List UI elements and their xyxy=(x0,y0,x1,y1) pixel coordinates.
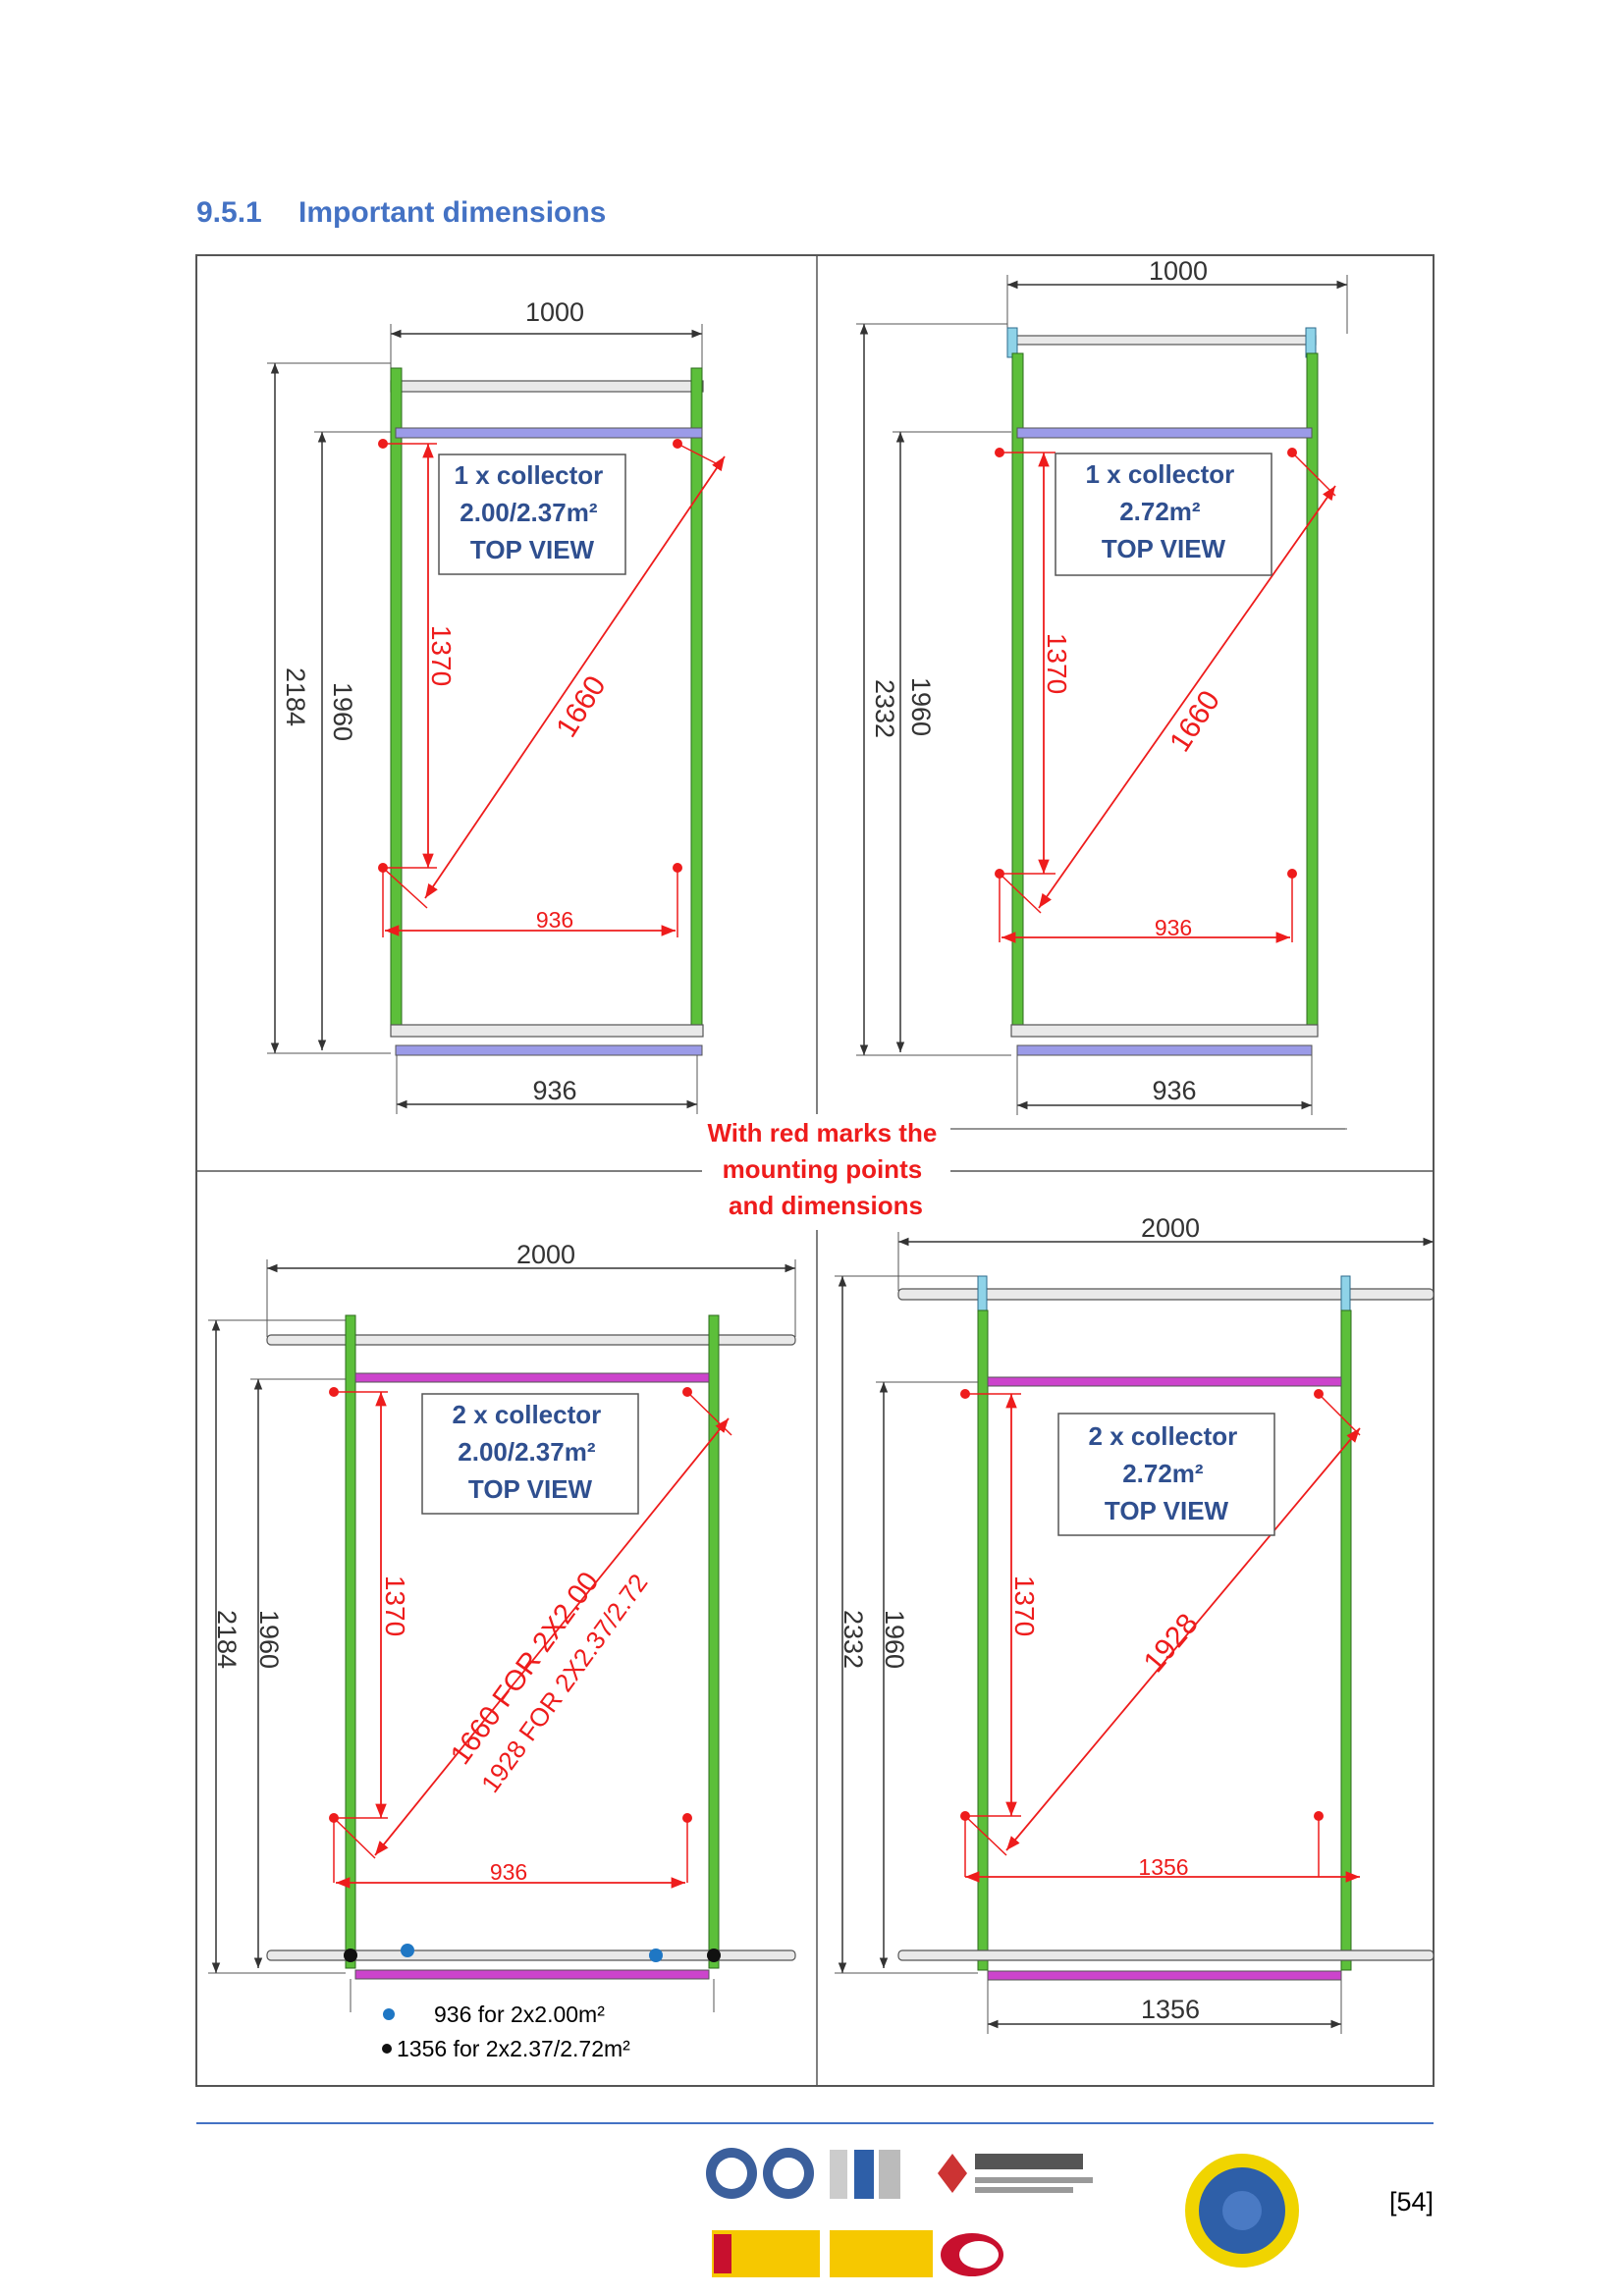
note-line: and dimensions xyxy=(729,1191,923,1220)
panel-bottom-left: 2000 2184 1960 1370 1660 FOR 2X2.00 1928… xyxy=(208,1240,796,2061)
footer-rule xyxy=(196,2122,1434,2124)
marker-blue xyxy=(649,1949,663,1962)
total-height-label: 2184 xyxy=(212,1610,242,1669)
mount-horizontal-label: 936 xyxy=(490,1859,527,1885)
right-rail xyxy=(690,367,703,1035)
dgp-logo xyxy=(706,2148,757,2199)
mount-vertical-label: 1370 xyxy=(380,1575,410,1636)
info-line: TOP VIEW xyxy=(468,1474,593,1504)
marker-black xyxy=(344,1949,357,1962)
svg-text:1 x collector 2.00/2.37m: 1 x collector 2.00/2.37m² TOP VIEW xyxy=(455,460,611,564)
section-number: 9.5.1 xyxy=(196,196,262,229)
panel-top-right: 1000 2332 1960 936 1370 1660 xyxy=(856,256,1348,1130)
frame-height-label: 1960 xyxy=(880,1610,909,1669)
section-title: Important dimensions xyxy=(298,196,607,229)
info-line: 1 x collector xyxy=(1086,459,1235,489)
frame-height-label: 1960 xyxy=(254,1610,284,1669)
legend-blue-dot xyxy=(383,2008,395,2020)
center-note: With red marks the mounting points and d… xyxy=(702,1114,950,1230)
svg-text:2 x collector 2.00/2.37m: 2 x collector 2.00/2.37m² TOP VIEW xyxy=(453,1400,609,1504)
info-box xyxy=(1055,453,1272,576)
total-height-label: 2332 xyxy=(839,1610,868,1669)
diagonal-label: 1928 xyxy=(1138,1608,1205,1679)
legend-line: 1356 for 2x2.37/2.72m² xyxy=(397,2036,630,2061)
left-rail xyxy=(1011,352,1024,1037)
info-box xyxy=(1057,1413,1275,1536)
left-rail xyxy=(977,1309,989,1971)
panel-bottom-right: 2000 2332 1960 1356 1370 1928 1 xyxy=(835,1213,1435,2034)
bottom-width-label: 936 xyxy=(1152,1076,1196,1105)
legend-black-dot xyxy=(382,2044,392,2054)
info-line: 2 x collector xyxy=(453,1400,602,1429)
right-rail xyxy=(1306,352,1319,1037)
info-line: 2.72m² xyxy=(1119,497,1201,526)
mount-vertical-label: 1370 xyxy=(1009,1575,1040,1636)
info-box xyxy=(421,1393,639,1515)
diagonal-label: 1660 xyxy=(550,670,612,743)
page-number: [54] xyxy=(1389,2187,1435,2216)
note-line: With red marks the xyxy=(707,1118,937,1148)
bottom-width-label: 1356 xyxy=(1141,1995,1200,2024)
total-height-label: 2332 xyxy=(870,679,899,738)
gscn-logo xyxy=(1185,2154,1299,2268)
note-line: mounting points xyxy=(723,1154,923,1184)
bottom-width-label: 936 xyxy=(532,1076,576,1105)
svg-text:With red marks the mount: With red marks the mounting points and d… xyxy=(707,1118,944,1220)
mount-vertical-label: 1370 xyxy=(1042,633,1072,694)
total-height-label: 2184 xyxy=(281,667,310,726)
legend-line: 936 for 2x2.00m² xyxy=(434,2002,605,2027)
info-line: TOP VIEW xyxy=(1105,1496,1229,1525)
left-rail xyxy=(390,367,403,1035)
iso-logo xyxy=(763,2148,814,2199)
info-line: 2.72m² xyxy=(1122,1459,1204,1488)
info-line: 1 x collector xyxy=(455,460,604,490)
mount-horizontal-label: 936 xyxy=(1155,915,1192,940)
width-label: 1000 xyxy=(525,297,584,327)
diagonal-label: 1660 xyxy=(1164,685,1226,758)
width-label: 2000 xyxy=(516,1240,575,1269)
certification-logos xyxy=(706,2148,1299,2277)
bavaria-logo xyxy=(830,2150,874,2199)
info-line: 2 x collector xyxy=(1089,1421,1238,1451)
mount-horizontal-label: 936 xyxy=(536,907,573,933)
info-box xyxy=(438,454,626,575)
mount-vertical-label: 1370 xyxy=(426,625,457,686)
right-rail xyxy=(708,1314,720,1969)
section-heading: 9.5.1 Important dimensions xyxy=(196,196,606,230)
svg-text:1 x collector 2.72m²: 1 x collector 2.72m² TOP VIEW xyxy=(1086,459,1242,563)
info-line: TOP VIEW xyxy=(1102,534,1226,563)
marker-blue xyxy=(401,1944,414,1957)
info-line: 2.00/2.37m² xyxy=(458,1437,596,1467)
bafa-logo xyxy=(938,2154,1093,2193)
seal-logo xyxy=(879,2150,900,2199)
marker-black xyxy=(707,1949,721,1962)
mount-horizontal-label: 1356 xyxy=(1138,1854,1188,1880)
frame-height-label: 1960 xyxy=(328,682,357,741)
left-rail xyxy=(345,1314,356,1969)
info-line: TOP VIEW xyxy=(470,535,595,564)
width-label: 2000 xyxy=(1141,1213,1200,1243)
info-line: 2.00/2.37m² xyxy=(460,498,598,527)
gobierno-logo xyxy=(712,2230,933,2277)
frame-height-label: 1960 xyxy=(906,677,936,736)
width-label: 1000 xyxy=(1149,256,1208,286)
right-rail xyxy=(1340,1309,1352,1971)
panel-top-left: 1000 2184 1960 936 1370 xyxy=(267,297,726,1114)
svg-text:2 x collector 2.72m²: 2 x collector 2.72m² TOP VIEW xyxy=(1089,1421,1245,1525)
ks-logo xyxy=(941,2233,1003,2276)
